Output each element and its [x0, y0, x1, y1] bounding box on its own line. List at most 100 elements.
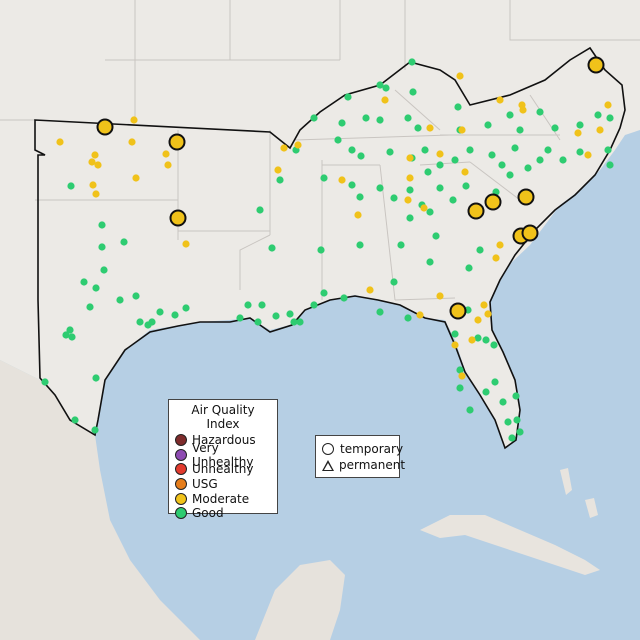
good-site-marker[interactable]: [67, 182, 75, 190]
good-site-marker[interactable]: [92, 374, 100, 382]
good-site-marker[interactable]: [551, 124, 559, 132]
moderate-site-marker[interactable]: [280, 144, 288, 152]
good-site-marker[interactable]: [268, 244, 276, 252]
good-site-marker[interactable]: [508, 434, 516, 442]
good-site-marker[interactable]: [462, 182, 470, 190]
good-site-marker[interactable]: [449, 196, 457, 204]
good-site-marker[interactable]: [244, 301, 252, 309]
good-site-marker[interactable]: [409, 88, 417, 96]
good-site-marker[interactable]: [382, 84, 390, 92]
good-site-marker[interactable]: [426, 258, 434, 266]
moderate-site-marker[interactable]: [89, 181, 97, 189]
moderate-site-marker[interactable]: [456, 72, 464, 80]
good-site-marker[interactable]: [406, 214, 414, 222]
good-site-marker[interactable]: [362, 114, 370, 122]
good-site-marker[interactable]: [499, 398, 507, 406]
moderate-site-marker[interactable]: [484, 310, 492, 318]
good-site-marker[interactable]: [92, 284, 100, 292]
moderate-site-marker[interactable]: [496, 241, 504, 249]
good-site-marker[interactable]: [465, 264, 473, 272]
good-site-marker[interactable]: [414, 124, 422, 132]
good-site-marker[interactable]: [466, 406, 474, 414]
good-site-marker[interactable]: [456, 366, 464, 374]
moderate-site-marker[interactable]: [584, 151, 592, 159]
good-site-marker[interactable]: [512, 392, 520, 400]
good-site-marker[interactable]: [454, 103, 462, 111]
moderate-temporary-site-marker[interactable]: [467, 202, 485, 220]
moderate-site-marker[interactable]: [596, 126, 604, 134]
good-site-marker[interactable]: [390, 194, 398, 202]
good-site-marker[interactable]: [404, 114, 412, 122]
good-site-marker[interactable]: [356, 193, 364, 201]
moderate-site-marker[interactable]: [294, 141, 302, 149]
moderate-temporary-site-marker[interactable]: [587, 56, 605, 74]
moderate-temporary-site-marker[interactable]: [168, 133, 186, 151]
good-site-marker[interactable]: [136, 318, 144, 326]
moderate-site-marker[interactable]: [164, 161, 172, 169]
moderate-site-marker[interactable]: [604, 101, 612, 109]
good-site-marker[interactable]: [348, 146, 356, 154]
moderate-site-marker[interactable]: [56, 138, 64, 146]
good-site-marker[interactable]: [504, 418, 512, 426]
good-site-marker[interactable]: [408, 58, 416, 66]
good-site-marker[interactable]: [357, 152, 365, 160]
moderate-site-marker[interactable]: [420, 204, 428, 212]
good-site-marker[interactable]: [338, 119, 346, 127]
moderate-site-marker[interactable]: [474, 316, 482, 324]
moderate-site-marker[interactable]: [492, 254, 500, 262]
good-site-marker[interactable]: [348, 181, 356, 189]
moderate-site-marker[interactable]: [451, 341, 459, 349]
good-site-marker[interactable]: [62, 331, 70, 339]
good-site-marker[interactable]: [604, 146, 612, 154]
good-site-marker[interactable]: [68, 333, 76, 341]
moderate-site-marker[interactable]: [574, 129, 582, 137]
good-site-marker[interactable]: [376, 184, 384, 192]
good-site-marker[interactable]: [482, 336, 490, 344]
good-site-marker[interactable]: [286, 310, 294, 318]
good-site-marker[interactable]: [376, 81, 384, 89]
good-site-marker[interactable]: [91, 426, 99, 434]
good-site-marker[interactable]: [513, 416, 521, 424]
good-site-marker[interactable]: [436, 184, 444, 192]
moderate-temporary-site-marker[interactable]: [521, 224, 539, 242]
good-site-marker[interactable]: [132, 292, 140, 300]
moderate-site-marker[interactable]: [94, 161, 102, 169]
moderate-site-marker[interactable]: [162, 150, 170, 158]
good-site-marker[interactable]: [576, 121, 584, 129]
moderate-site-marker[interactable]: [480, 301, 488, 309]
good-site-marker[interactable]: [424, 168, 432, 176]
good-site-marker[interactable]: [484, 121, 492, 129]
good-site-marker[interactable]: [506, 111, 514, 119]
good-site-marker[interactable]: [317, 246, 325, 254]
moderate-temporary-site-marker[interactable]: [484, 193, 502, 211]
good-site-marker[interactable]: [466, 146, 474, 154]
good-site-marker[interactable]: [100, 266, 108, 274]
moderate-site-marker[interactable]: [458, 372, 466, 380]
good-site-marker[interactable]: [536, 108, 544, 116]
good-site-marker[interactable]: [80, 278, 88, 286]
good-site-marker[interactable]: [344, 93, 352, 101]
good-site-marker[interactable]: [576, 148, 584, 156]
good-site-marker[interactable]: [426, 208, 434, 216]
moderate-site-marker[interactable]: [88, 158, 96, 166]
good-site-marker[interactable]: [144, 321, 152, 329]
moderate-site-marker[interactable]: [496, 96, 504, 104]
moderate-site-marker[interactable]: [461, 168, 469, 176]
moderate-site-marker[interactable]: [416, 311, 424, 319]
good-site-marker[interactable]: [356, 241, 364, 249]
moderate-site-marker[interactable]: [381, 96, 389, 104]
good-site-marker[interactable]: [156, 308, 164, 316]
moderate-temporary-site-marker[interactable]: [449, 302, 467, 320]
good-site-marker[interactable]: [451, 330, 459, 338]
moderate-site-marker[interactable]: [436, 292, 444, 300]
good-site-marker[interactable]: [606, 161, 614, 169]
moderate-site-marker[interactable]: [338, 176, 346, 184]
good-site-marker[interactable]: [98, 221, 106, 229]
good-site-marker[interactable]: [182, 304, 190, 312]
moderate-site-marker[interactable]: [426, 124, 434, 132]
moderate-site-marker[interactable]: [128, 138, 136, 146]
moderate-site-marker[interactable]: [404, 196, 412, 204]
good-site-marker[interactable]: [41, 378, 49, 386]
moderate-site-marker[interactable]: [406, 174, 414, 182]
